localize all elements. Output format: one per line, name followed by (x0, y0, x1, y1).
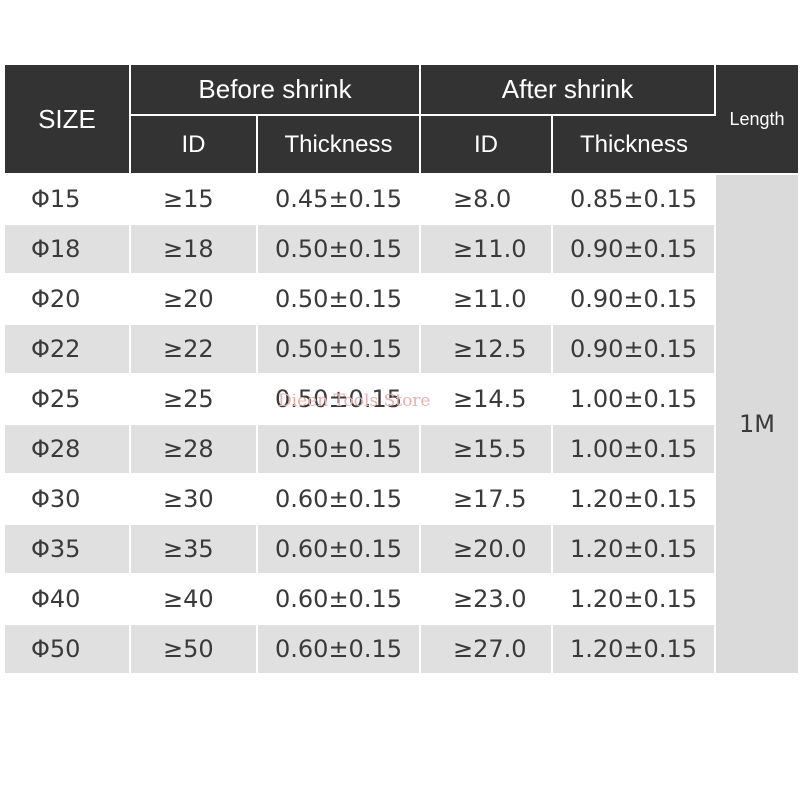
before-thickness-cell: 0.60±0.15 (257, 524, 421, 575)
before-id-cell: ≥22 (130, 324, 258, 375)
before-id-cell: ≥20 (130, 274, 258, 325)
size-cell: Φ22 (5, 324, 131, 375)
after-thickness-cell: 1.00±0.15 (552, 374, 716, 425)
after-id-cell: ≥23.0 (420, 574, 553, 625)
after-id-cell: ≥11.0 (420, 224, 553, 275)
before-id-cell: ≥40 (130, 574, 258, 625)
before-thickness-cell: 0.50±0.15 (257, 274, 421, 325)
after-id-cell: ≥15.5 (420, 424, 553, 475)
size-cell: Φ50 (5, 624, 131, 675)
table-row: Φ15 ≥15 0.45±0.15 ≥8.0 0.85±0.15 1M (5, 174, 798, 675)
table-row: Φ22 ≥22 0.50±0.15 ≥12.5 0.90±0.15 (5, 324, 798, 375)
after-thickness-cell: 0.85±0.15 (552, 174, 716, 225)
before-id-header: ID (130, 115, 258, 175)
table-row: Φ20 ≥20 0.50±0.15 ≥11.0 0.90±0.15 (5, 274, 798, 325)
table-row: Φ18 ≥18 0.50±0.15 ≥11.0 0.90±0.15 (5, 224, 798, 275)
after-id-cell: ≥8.0 (420, 174, 553, 225)
after-id-cell: ≥14.5 (420, 374, 553, 425)
after-id-cell: ≥17.5 (420, 474, 553, 525)
size-table-container: SIZE Before shrink After shrink Length I… (5, 65, 798, 675)
size-cell: Φ30 (5, 474, 131, 525)
before-thickness-cell: 0.60±0.15 (257, 574, 421, 625)
size-cell: Φ15 (5, 174, 131, 225)
after-thickness-cell: 0.90±0.15 (552, 324, 716, 375)
before-id-cell: ≥28 (130, 424, 258, 475)
before-thickness-cell: 0.50±0.15 (257, 424, 421, 475)
size-cell: Φ18 (5, 224, 131, 275)
before-shrink-header: Before shrink (130, 65, 421, 116)
after-thickness-cell: 1.20±0.15 (552, 474, 716, 525)
after-id-cell: ≥11.0 (420, 274, 553, 325)
before-id-cell: ≥25 (130, 374, 258, 425)
table-row: Φ50 ≥50 0.60±0.15 ≥27.0 1.20±0.15 (5, 624, 798, 675)
table-row: Φ40 ≥40 0.60±0.15 ≥23.0 1.20±0.15 (5, 574, 798, 625)
after-thickness-cell: 1.00±0.15 (552, 424, 716, 475)
before-thickness-header: Thickness (257, 115, 421, 175)
size-cell: Φ35 (5, 524, 131, 575)
length-cell: 1M (715, 174, 798, 675)
header-row-top: SIZE Before shrink After shrink Length (5, 65, 798, 175)
header-row-bottom: ID Thickness ID Thickness (5, 115, 798, 175)
before-thickness-cell: 0.45±0.15 (257, 174, 421, 225)
after-thickness-cell: 1.20±0.15 (552, 524, 716, 575)
after-id-cell: ≥20.0 (420, 524, 553, 575)
before-thickness-cell: 0.50±0.15 (257, 224, 421, 275)
after-thickness-cell: 1.20±0.15 (552, 624, 716, 675)
size-header: SIZE (5, 65, 131, 175)
size-cell: Φ20 (5, 274, 131, 325)
after-id-cell: ≥27.0 (420, 624, 553, 675)
after-thickness-cell: 1.20±0.15 (552, 574, 716, 625)
before-thickness-cell: 0.50±0.15 (257, 374, 421, 425)
after-shrink-header: After shrink (420, 65, 716, 116)
after-thickness-cell: 0.90±0.15 (552, 274, 716, 325)
before-id-cell: ≥35 (130, 524, 258, 575)
before-id-cell: ≥30 (130, 474, 258, 525)
table-row: Φ30 ≥30 0.60±0.15 ≥17.5 1.20±0.15 (5, 474, 798, 525)
before-id-cell: ≥18 (130, 224, 258, 275)
after-id-header: ID (420, 115, 553, 175)
before-thickness-cell: 0.60±0.15 (257, 474, 421, 525)
before-id-cell: ≥15 (130, 174, 258, 225)
before-id-cell: ≥50 (130, 624, 258, 675)
table-row: Φ28 ≥28 0.50±0.15 ≥15.5 1.00±0.15 (5, 424, 798, 475)
size-cell: Φ25 (5, 374, 131, 425)
size-cell: Φ40 (5, 574, 131, 625)
before-thickness-cell: 0.60±0.15 (257, 624, 421, 675)
table-row: Φ25 ≥25 0.50±0.15 ≥14.5 1.00±0.15 (5, 374, 798, 425)
table-row: Φ35 ≥35 0.60±0.15 ≥20.0 1.20±0.15 (5, 524, 798, 575)
size-cell: Φ28 (5, 424, 131, 475)
length-header: Length (715, 65, 798, 175)
after-thickness-cell: 0.90±0.15 (552, 224, 716, 275)
after-thickness-header: Thickness (552, 115, 715, 175)
before-thickness-cell: 0.50±0.15 (257, 324, 421, 375)
after-id-cell: ≥12.5 (420, 324, 553, 375)
size-table: SIZE Before shrink After shrink Length I… (5, 65, 798, 675)
